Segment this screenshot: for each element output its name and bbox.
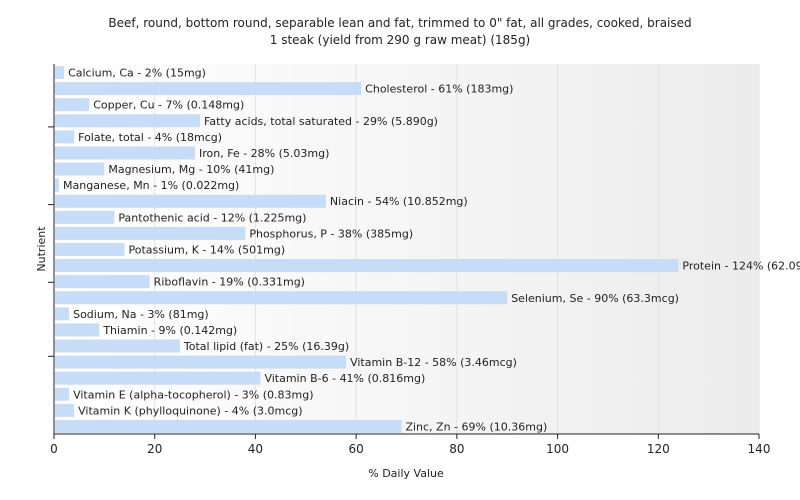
bar-cholesterol <box>55 82 362 96</box>
axes <box>48 64 759 435</box>
x-tick-label-100: 100 <box>546 442 569 456</box>
bar-label-copper-cu: Copper, Cu - 7% (0.148mg) <box>93 99 244 112</box>
bar-label-vitamin-b-6: Vitamin B-6 - 41% (0.816mg) <box>264 372 425 385</box>
x-tick-label-0: 0 <box>50 442 58 456</box>
x-tick-label-80: 80 <box>449 442 464 456</box>
chart-subtitle: 1 steak (yield from 290 g raw meat) (185… <box>270 33 531 47</box>
x-tick-label-60: 60 <box>349 442 364 456</box>
bar-niacin <box>55 194 326 208</box>
chart-title: Beef, round, bottom round, separable lea… <box>108 16 691 30</box>
x-tick-label-140: 140 <box>748 442 771 456</box>
bar-label-potassium-k: Potassium, K - 14% (501mg) <box>129 244 286 257</box>
bar-label-iron-fe: Iron, Fe - 28% (5.03mg) <box>199 147 329 160</box>
bar-label-vitamin-e-alpha-tocopherol: Vitamin E (alpha-tocopherol) - 3% (0.83m… <box>73 388 313 401</box>
bar-label-phosphorus-p: Phosphorus, P - 38% (385mg) <box>249 227 413 240</box>
x-tick-label-120: 120 <box>647 442 670 456</box>
bar-total-lipid-fat <box>55 339 180 353</box>
bar-manganese-mn <box>55 178 60 192</box>
bar-vitamin-b-6 <box>55 371 261 385</box>
bar-label-thiamin: Thiamin - 9% (0.142mg) <box>102 324 237 337</box>
bar-label-magnesium-mg: Magnesium, Mg - 10% (41mg) <box>108 163 274 176</box>
bar-label-total-lipid-fat: Total lipid (fat) - 25% (16.39g) <box>183 340 349 353</box>
bar-pantothenic-acid <box>55 210 115 224</box>
bar-labels: Calcium, Ca - 2% (15mg) Cholesterol - 61%… <box>63 67 800 434</box>
bar-thiamin <box>55 323 100 337</box>
bar-label-folate-total: Folate, total - 4% (18mcg) <box>78 131 222 144</box>
bar-label-cholesterol: Cholesterol - 61% (183mg) <box>365 83 513 96</box>
bar-label-manganese-mn: Manganese, Mn - 1% (0.022mg) <box>63 179 239 192</box>
bar-vitamin-e-alpha-tocopherol <box>55 387 70 401</box>
bar-folate-total <box>55 130 75 144</box>
bar-zinc-zn <box>55 419 402 433</box>
x-axis-title: % Daily Value <box>368 467 444 480</box>
bar-calcium-ca <box>55 66 65 80</box>
bar-label-protein: Protein - 124% (62.09g) <box>682 260 800 273</box>
bar-riboflavin <box>55 275 150 289</box>
bar-label-niacin: Niacin - 54% (10.852mg) <box>330 195 468 208</box>
bar-label-calcium-ca: Calcium, Ca - 2% (15mg) <box>68 67 206 80</box>
bar-selenium-se <box>55 291 508 305</box>
bar-label-vitamin-k-phylloquinone: Vitamin K (phylloquinone) - 4% (3.0mcg) <box>78 404 302 417</box>
bar-phosphorus-p <box>55 226 246 240</box>
x-ticks: 0 20 40 60 80 100 120 140 <box>50 434 770 456</box>
bars <box>55 66 679 433</box>
bar-label-fatty-acids-total-saturated: Fatty acids, total saturated - 29% (5.89… <box>204 115 438 128</box>
bar-label-selenium-se: Selenium, Se - 90% (63.3mcg) <box>511 292 679 305</box>
bar-iron-fe <box>55 146 195 160</box>
x-tick-label-20: 20 <box>147 442 162 456</box>
bar-label-pantothenic-acid: Pantothenic acid - 12% (1.225mg) <box>118 211 306 224</box>
bar-protein <box>55 259 679 273</box>
bar-potassium-k <box>55 243 125 256</box>
bar-label-zinc-zn: Zinc, Zn - 69% (10.36mg) <box>405 420 547 433</box>
bar-magnesium-mg <box>55 162 105 176</box>
bar-copper-cu <box>55 98 90 112</box>
bar-vitamin-k-phylloquinone <box>55 403 75 417</box>
bar-label-sodium-na: Sodium, Na - 3% (81mg) <box>73 308 209 321</box>
x-tick-label-40: 40 <box>248 442 263 456</box>
bar-label-riboflavin: Riboflavin - 19% (0.331mg) <box>154 276 305 289</box>
bar-fatty-acids-total-saturated <box>55 114 201 128</box>
y-axis-title: Nutrient <box>35 226 48 272</box>
bar-label-vitamin-b-12: Vitamin B-12 - 58% (3.46mcg) <box>350 356 517 369</box>
bar-sodium-na <box>55 307 70 321</box>
bar-vitamin-b-12 <box>55 355 347 369</box>
